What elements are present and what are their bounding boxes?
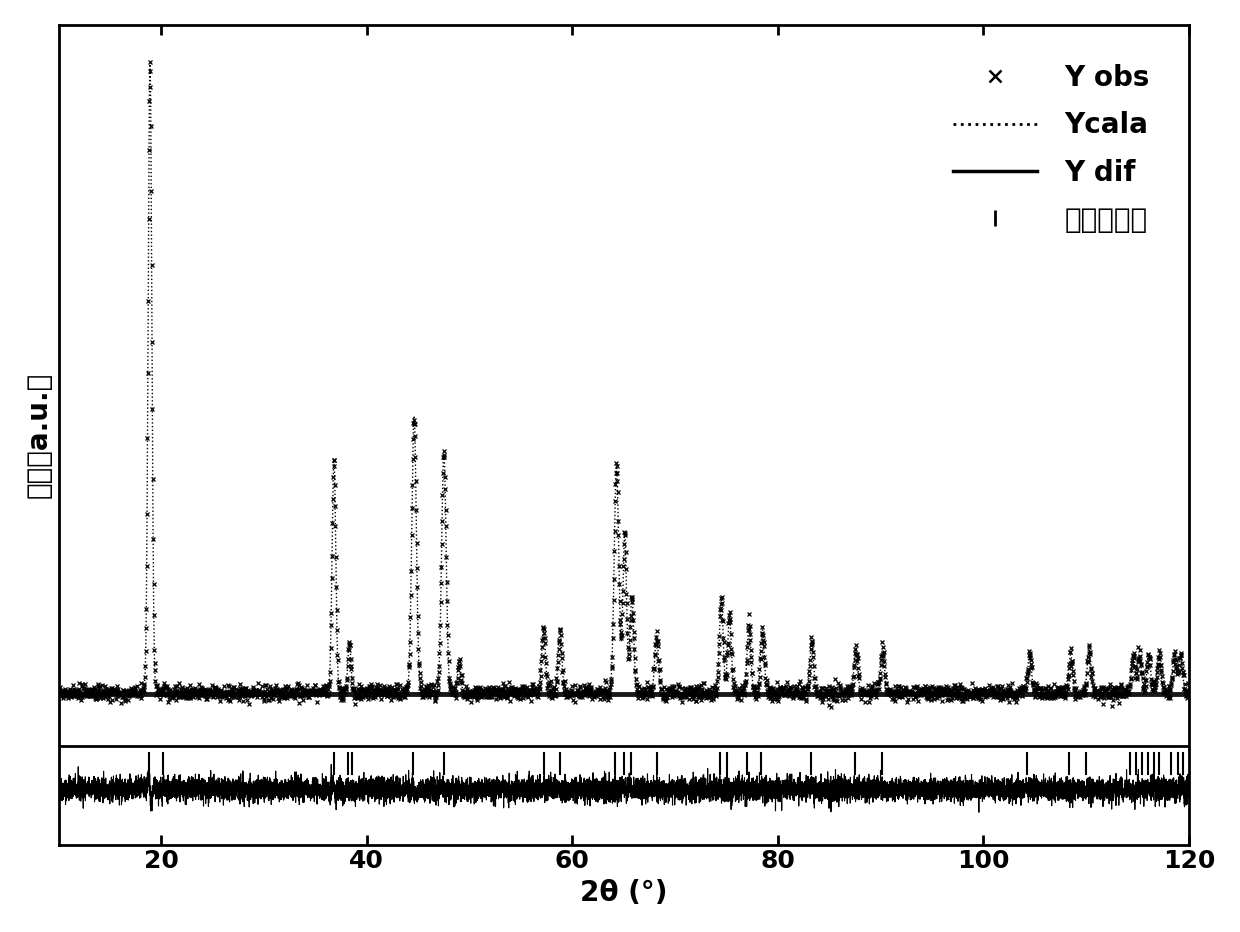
Ycala xyxy=(343,660,358,671)
Ycala xyxy=(219,687,234,698)
Y dif xyxy=(218,792,233,803)
Ycala xyxy=(110,687,125,698)
Y obs xyxy=(51,685,66,696)
Y obs xyxy=(143,56,157,67)
Ycala xyxy=(1182,687,1197,698)
Y obs xyxy=(1159,687,1174,698)
Y obs xyxy=(533,655,548,666)
Ycala xyxy=(51,687,66,698)
Y obs xyxy=(823,702,838,713)
Y dif xyxy=(1182,789,1197,801)
X-axis label: 2θ (°): 2θ (°) xyxy=(580,879,667,907)
Ycala xyxy=(143,59,157,70)
Ycala xyxy=(646,674,661,685)
Line: Y dif: Y dif xyxy=(58,764,1189,813)
Ycala xyxy=(630,686,645,697)
Ycala xyxy=(739,670,754,681)
Y obs xyxy=(180,692,195,704)
Y dif xyxy=(646,779,661,790)
Y dif xyxy=(739,789,754,801)
Y dif xyxy=(971,807,986,818)
Line: Y obs: Y obs xyxy=(56,60,1190,710)
Y obs xyxy=(485,692,500,703)
Y obs xyxy=(1038,691,1053,702)
Y-axis label: 强度（a.u.）: 强度（a.u.） xyxy=(25,372,53,498)
Y dif xyxy=(51,781,66,792)
Y dif xyxy=(324,759,339,770)
Y obs xyxy=(248,689,263,700)
Y obs xyxy=(1180,687,1195,698)
Line: Ycala: Ycala xyxy=(58,64,1189,692)
Y dif xyxy=(343,783,358,794)
Legend: Y obs, Ycala, Y dif, 布拉格位置: Y obs, Ycala, Y dif, 布拉格位置 xyxy=(942,53,1161,245)
Y dif xyxy=(110,774,125,786)
Y dif xyxy=(630,780,645,791)
